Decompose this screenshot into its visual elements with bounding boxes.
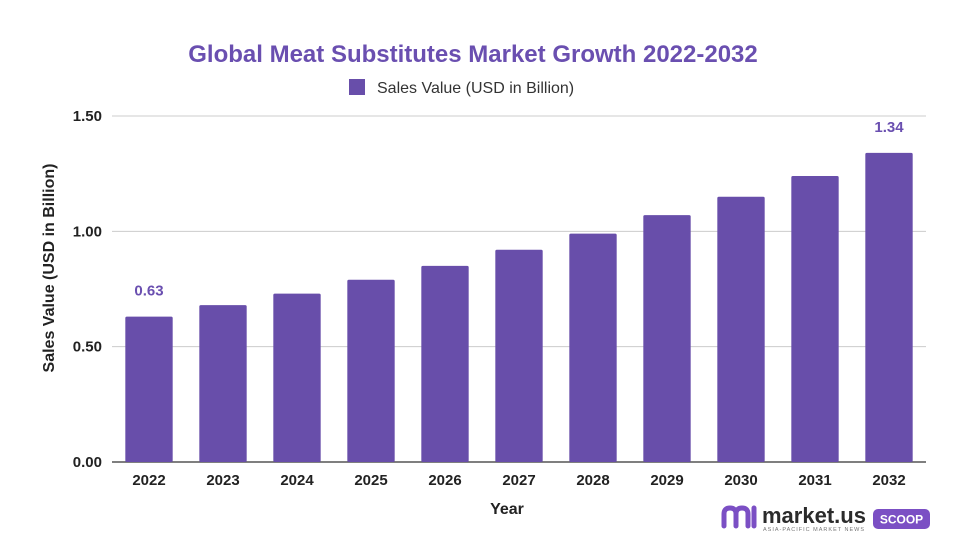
- bar-2029: [643, 215, 691, 462]
- bar-2031: [791, 175, 839, 462]
- y-tick-label: 0.00: [73, 454, 102, 471]
- x-tick-label: 2026: [428, 472, 461, 489]
- x-tick-label: 2027: [502, 472, 535, 489]
- x-tick-label: 2032: [872, 472, 905, 489]
- y-axis-ticks: 0.00 0.50 1.00 1.50: [73, 108, 102, 471]
- brand-logo: market.us ASIA-PACIFIC MARKET NEWS SCOOP: [721, 503, 930, 533]
- x-tick-label: 2028: [576, 472, 609, 489]
- data-label: 0.63: [134, 283, 163, 300]
- scoop-badge-label: SCOOP: [880, 513, 923, 527]
- bar-2030: [717, 196, 765, 462]
- logo-tagline: ASIA-PACIFIC MARKET NEWS: [763, 527, 865, 533]
- data-labels: 0.63 1.34: [134, 119, 904, 300]
- bar-2026: [421, 265, 469, 462]
- bar-2022: [125, 316, 173, 462]
- x-tick-label: 2022: [132, 472, 165, 489]
- bar-2027: [495, 249, 543, 462]
- scoop-badge: [873, 509, 930, 529]
- chart-title: Global Meat Substitutes Market Growth 20…: [188, 41, 758, 68]
- bar-2032: [865, 152, 913, 462]
- market-us-logo-icon: [721, 505, 757, 529]
- bar-2023: [199, 305, 247, 462]
- bar-2028: [569, 233, 617, 462]
- x-axis-ticks: 2022 2023 2024 2025 2026 2027 2028 2029 2030 2031…: [132, 472, 905, 489]
- y-axis-label: Sales Value (USD in Billion): [41, 164, 58, 373]
- bar-2024: [273, 293, 321, 462]
- bars: [125, 152, 913, 462]
- x-tick-label: 2030: [724, 472, 757, 489]
- x-tick-label: 2029: [650, 472, 683, 489]
- y-tick-label: 1.00: [73, 223, 102, 240]
- y-tick-label: 1.50: [73, 108, 102, 125]
- legend: Sales Value (USD in Billion): [349, 79, 574, 97]
- legend-swatch: [349, 79, 365, 95]
- x-tick-label: 2024: [280, 472, 314, 489]
- x-tick-label: 2023: [206, 472, 239, 489]
- data-label: 1.34: [874, 119, 904, 136]
- logo-wordmark: market.us: [762, 503, 866, 528]
- y-tick-label: 0.50: [73, 339, 102, 356]
- x-tick-label: 2031: [798, 472, 831, 489]
- bar-2025: [347, 279, 395, 462]
- x-tick-label: 2025: [354, 472, 387, 489]
- x-axis-label: Year: [490, 501, 524, 518]
- legend-label: Sales Value (USD in Billion): [377, 80, 574, 97]
